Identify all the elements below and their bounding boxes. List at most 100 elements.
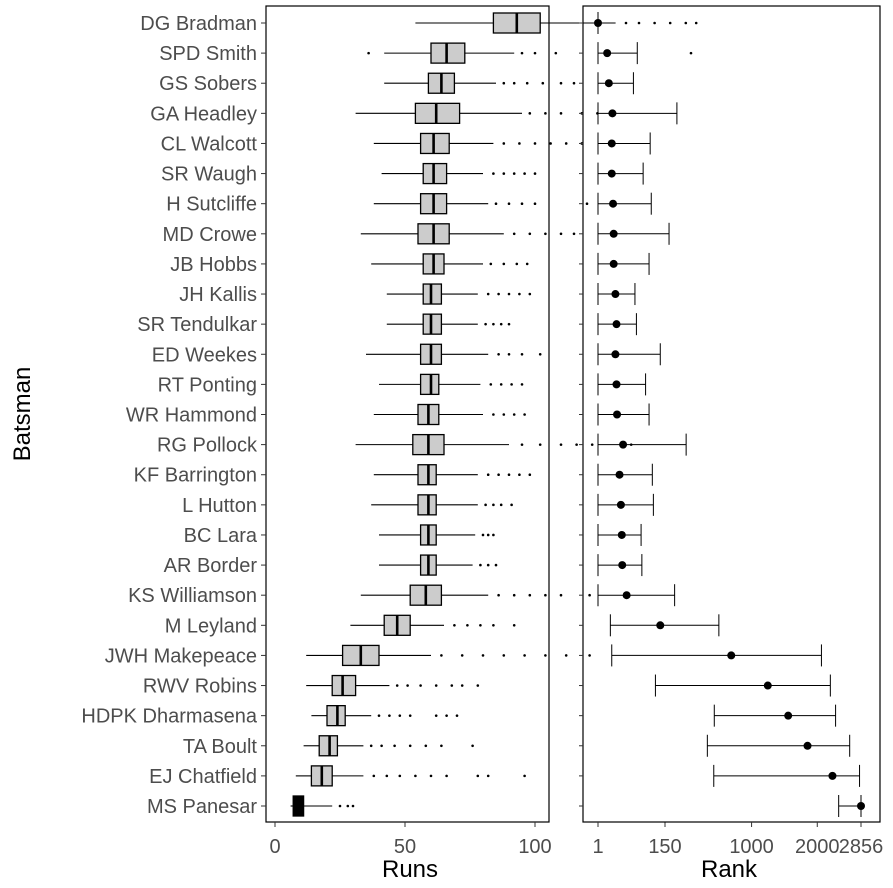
outlier-point [528, 232, 532, 236]
rank-md-crowe [597, 222, 670, 245]
runs-x-tick-label: 0 [269, 836, 280, 858]
outlier-point [624, 21, 628, 25]
outlier-point [460, 654, 464, 657]
runs-x-tick-label: 50 [394, 836, 416, 858]
outlier-point [476, 774, 480, 778]
batsman-label-ta-boult: TA Boult [183, 736, 258, 758]
outlier-point [523, 654, 526, 657]
rank-jb-hobbs [597, 252, 650, 275]
rank-point [613, 410, 622, 419]
rank-point [618, 561, 627, 570]
batsman-label-ar-border: AR Border [164, 555, 258, 577]
outlier-point [492, 413, 495, 416]
batsman-label-ga-headley: GA Headley [150, 103, 257, 125]
outlier-point [518, 473, 521, 477]
rank-l-hutton [597, 493, 654, 516]
rank-bc-lara [597, 523, 642, 546]
outlier-point [575, 443, 578, 446]
outlier-point [455, 714, 459, 717]
outlier-point [544, 232, 547, 236]
outlier-point [497, 593, 500, 597]
outlier-point [408, 744, 412, 748]
outlier-point [479, 563, 482, 567]
outlier-point [338, 804, 342, 808]
outlier-point [515, 262, 519, 266]
rank-point [622, 591, 631, 600]
rank-spd-smith [597, 42, 638, 65]
rank-hdpk-dharmasena [713, 704, 837, 727]
outlier-point [533, 202, 537, 205]
outlier-point [559, 112, 563, 115]
outlier-point [533, 172, 537, 175]
runs-x-tick-label: 150 [648, 836, 681, 858]
boxplot-rg-pollock [355, 433, 633, 456]
outlier-point [497, 473, 500, 477]
outlier-point [497, 292, 500, 296]
outlier-point [520, 443, 524, 446]
outlier-point [572, 232, 576, 236]
batsman-label-l-hutton: L Hutton [182, 495, 257, 517]
batsman-label-spd-smith: SPD Smith [159, 43, 257, 65]
outlier-point [653, 21, 656, 25]
batsman-label-dg-bradman: DG Bradman [140, 13, 257, 35]
batsman-label-ks-williamson: KS Williamson [128, 585, 257, 607]
outlier-point [510, 503, 513, 507]
rank-jwh-makepeace [611, 644, 822, 667]
rank-point [784, 711, 793, 720]
outlier-point [507, 352, 511, 356]
batsman-label-ej-chatfield: EJ Chatfield [149, 766, 257, 788]
boxplot-ms-panesar [290, 795, 355, 817]
outlier-point [492, 533, 495, 537]
outlier-point [494, 202, 498, 205]
outlier-point [445, 774, 448, 778]
outlier-point [637, 21, 641, 25]
outlier-point [471, 744, 474, 748]
outlier-point [424, 744, 428, 748]
batsman-label-hdpk-dharmasena: HDPK Dharmasena [81, 706, 258, 728]
outlier-point [518, 292, 521, 296]
outlier-point [520, 352, 524, 356]
outlier-point [502, 81, 506, 85]
outlier-point [564, 654, 568, 657]
outlier-point [689, 51, 693, 55]
boxplot-rwv-robins [306, 674, 480, 697]
batsman-label-kf-barrington: KF Barrington [134, 465, 257, 487]
outlier-point [492, 503, 495, 507]
box [422, 283, 443, 305]
outlier-point [346, 804, 350, 808]
boxplot-sr-waugh [381, 162, 537, 185]
rank-point [594, 19, 602, 27]
rank-ga-headley [597, 102, 678, 125]
outlier-point [453, 624, 456, 627]
outlier-point [523, 172, 526, 175]
rank-point [609, 259, 618, 268]
outlier-point [528, 473, 532, 477]
rank-point [604, 79, 613, 88]
batsman-label-jb-hobbs: JB Hobbs [170, 254, 257, 276]
outlier-point [445, 714, 448, 717]
boxplot-sr-tendulkar [386, 313, 511, 335]
rank-point [616, 500, 625, 509]
rank-point [608, 109, 617, 118]
outlier-point [486, 292, 490, 296]
batsman-label-gs-sobers: GS Sobers [159, 73, 257, 95]
rank-point [763, 681, 772, 690]
outlier-point [544, 112, 547, 115]
outlier-point [520, 51, 524, 55]
boxplot-spd-smith [367, 42, 693, 64]
outlier-point [528, 292, 532, 296]
rank-point [611, 350, 620, 359]
outlier-point [559, 593, 563, 597]
outlier-point [398, 714, 402, 717]
rank-point [727, 651, 736, 660]
outlier-point [499, 503, 503, 507]
outlier-point [377, 714, 381, 717]
batsman-label-jwh-makepeace: JWH Makepeace [105, 645, 257, 667]
boxplot-dg-bradman [415, 12, 698, 34]
outlier-point [367, 51, 370, 55]
rank-jh-kallis [597, 283, 636, 306]
rank-x-tick-label: 1000 [729, 836, 774, 858]
outlier-point [486, 563, 490, 567]
outlier-point [489, 262, 493, 266]
outlier-point [372, 774, 376, 778]
